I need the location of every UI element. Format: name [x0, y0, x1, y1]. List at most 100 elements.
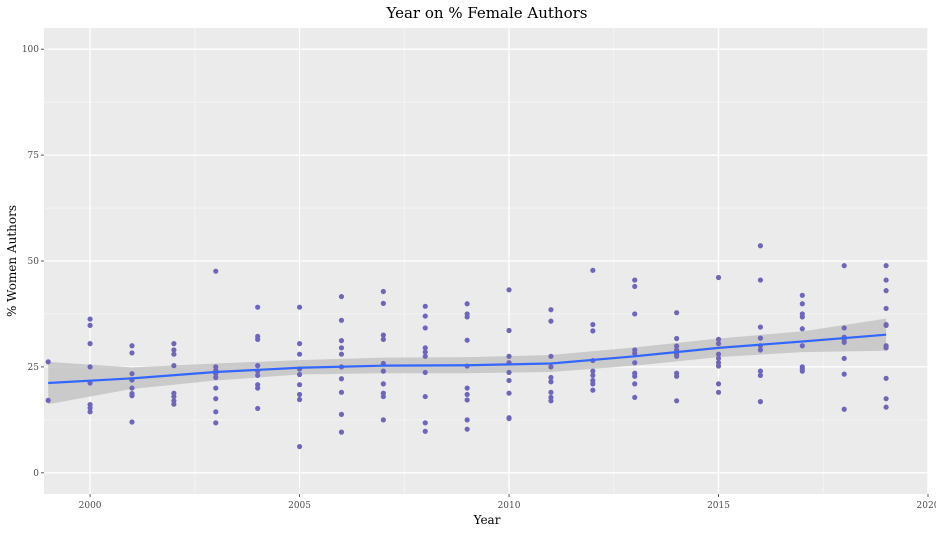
data-point [548, 398, 554, 404]
data-point [338, 345, 345, 351]
data-point [87, 322, 93, 328]
data-point [213, 385, 219, 391]
data-point [715, 351, 722, 357]
data-point [715, 389, 722, 395]
data-point [590, 368, 596, 374]
data-point [464, 417, 470, 423]
data-point [883, 277, 889, 283]
data-point [213, 374, 219, 381]
y-tick-label: 75 [28, 151, 40, 161]
data-point [715, 355, 722, 362]
data-point [338, 338, 345, 344]
data-point [757, 399, 764, 405]
data-point [757, 347, 764, 353]
data-points [45, 243, 889, 450]
data-point [296, 351, 303, 357]
data-point [422, 428, 428, 434]
data-point [506, 415, 512, 422]
data-point [883, 404, 889, 410]
data-point [464, 391, 470, 398]
y-tick-label: 25 [28, 363, 40, 373]
y-axis-ticks: 0 25 50 75 100 [22, 45, 44, 479]
data-point [422, 353, 428, 359]
data-point [548, 389, 554, 395]
data-point [799, 292, 805, 298]
data-point [883, 375, 889, 381]
data-point [590, 321, 596, 328]
data-point [129, 343, 135, 349]
data-point [422, 303, 428, 309]
y-tick-label: 50 [28, 257, 40, 267]
data-point [799, 314, 805, 320]
data-point [799, 326, 805, 332]
data-point [87, 316, 93, 322]
data-point [338, 429, 345, 435]
data-point [506, 390, 512, 396]
data-point [422, 345, 428, 351]
data-point [422, 393, 428, 400]
data-point [338, 411, 345, 417]
data-point [715, 341, 722, 347]
data-point [171, 351, 177, 357]
data-point [506, 327, 512, 334]
data-point [506, 369, 512, 376]
data-point [87, 409, 93, 415]
data-point [380, 393, 386, 400]
data-point [799, 301, 805, 307]
data-point [841, 339, 847, 345]
x-tick-label: 2005 [288, 501, 311, 511]
data-point [338, 389, 345, 395]
data-point [548, 353, 554, 359]
data-point [464, 337, 470, 343]
data-point [422, 420, 428, 426]
data-point [213, 420, 219, 426]
data-point [380, 300, 386, 306]
data-point [506, 377, 512, 384]
x-tick-label: 2010 [498, 501, 521, 511]
data-point [380, 336, 386, 342]
data-point [380, 288, 386, 295]
data-point [87, 405, 93, 411]
data-point [883, 345, 889, 351]
data-point [674, 373, 680, 379]
x-axis-title: Year [473, 513, 501, 527]
data-point [674, 335, 680, 342]
data-point [129, 393, 135, 399]
data-point [841, 263, 847, 269]
data-point [422, 369, 428, 376]
y-tick-label: 100 [22, 45, 39, 55]
data-point [674, 353, 680, 359]
data-point [213, 268, 219, 274]
data-point [255, 372, 261, 378]
data-point [590, 372, 596, 378]
data-point [715, 381, 722, 387]
data-point [255, 385, 261, 391]
data-point [757, 277, 764, 283]
data-point [506, 287, 512, 293]
data-point [632, 360, 638, 366]
data-point [632, 277, 638, 283]
data-point [171, 363, 177, 369]
data-point [883, 322, 889, 328]
data-point [548, 307, 554, 313]
y-tick-label: 0 [33, 469, 39, 479]
x-tick-label: 2015 [707, 501, 730, 511]
data-point [171, 347, 177, 353]
data-point [757, 335, 764, 341]
data-point [296, 443, 303, 450]
data-point [129, 419, 135, 425]
data-point [799, 343, 805, 349]
data-point [632, 283, 638, 290]
data-point [883, 263, 889, 269]
data-point [296, 391, 303, 398]
data-point [171, 401, 177, 407]
data-point [422, 313, 428, 319]
data-point [590, 381, 596, 387]
data-point [548, 379, 554, 385]
data-point [380, 332, 386, 338]
data-point [129, 350, 135, 356]
x-tick-label: 2000 [79, 501, 102, 511]
data-point [422, 349, 428, 355]
data-point [338, 293, 345, 300]
